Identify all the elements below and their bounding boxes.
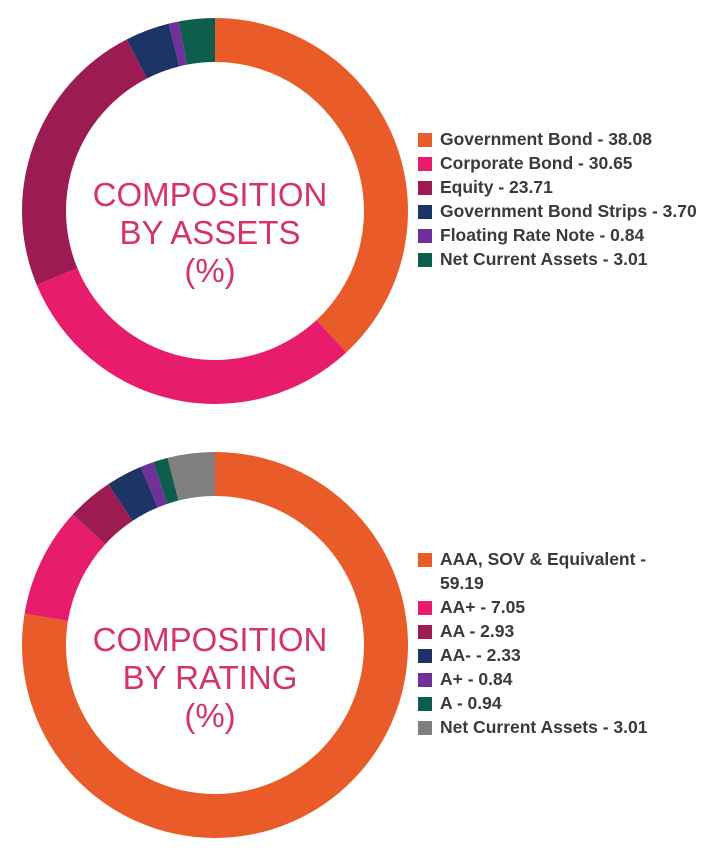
legend-item: A - 0.94: [418, 691, 647, 715]
title-line: BY ASSETS: [119, 214, 301, 251]
rating-chart-title: COMPOSITION BY RATING (%): [45, 621, 375, 735]
legend-label: Government Bond - 38.08: [440, 129, 652, 149]
donut-slice-aa-: [24, 514, 106, 621]
rating-donut-chart: [21, 452, 408, 838]
donut-slice-floating-rate-note: [168, 21, 187, 67]
legend-label: Government Bond Strips - 3.70: [440, 201, 697, 221]
donut-slice-net-current-assets: [178, 18, 215, 65]
title-line: COMPOSITION: [92, 621, 328, 658]
legend-item: Net Current Assets - 3.01: [418, 715, 647, 739]
legend-item: Corporate Bond - 30.65: [418, 151, 697, 175]
legend-swatch: [418, 649, 432, 663]
donut-slice-aa: [72, 484, 133, 545]
legend-label: AA+ - 7.05: [440, 597, 526, 617]
legend-swatch: [418, 721, 432, 735]
title-line: COMPOSITION: [92, 176, 328, 213]
assets-donut-chart: [22, 18, 408, 404]
legend-label: Corporate Bond - 30.65: [440, 153, 633, 173]
assets-legend: Government Bond - 38.08 Corporate Bond - …: [418, 127, 697, 271]
legend-swatch: [418, 157, 432, 171]
legend-swatch: [418, 205, 432, 219]
donut-slice-equity: [22, 39, 147, 285]
legend-label: A - 0.94: [440, 693, 502, 713]
legend-swatch: [418, 673, 432, 687]
donut-slice-net-current-assets: [167, 452, 215, 501]
legend-item: Government Bond Strips - 3.70: [418, 199, 697, 223]
donut-slice-government-bond: [215, 18, 408, 353]
title-line: (%): [184, 252, 236, 289]
legend-label: AA - 2.93: [440, 621, 515, 641]
rating-legend: AAA, SOV & Equivalent - 59.19 AA+ - 7.05 A…: [418, 547, 647, 739]
legend-label: AA- - 2.33: [440, 645, 521, 665]
legend-item: Equity - 23.71: [418, 175, 697, 199]
legend-item: Net Current Assets - 3.01: [418, 247, 697, 271]
title-line: BY RATING: [122, 659, 298, 696]
legend-swatch: [418, 697, 432, 711]
legend-label: Net Current Assets - 3.01: [440, 717, 648, 737]
legend-swatch: [418, 253, 432, 267]
legend-swatch: [418, 229, 432, 243]
legend-swatch: [418, 601, 432, 615]
legend-item: A+ - 0.84: [418, 667, 647, 691]
legend-item: Floating Rate Note - 0.84: [418, 223, 697, 247]
assets-chart-title: COMPOSITION BY ASSETS (%): [45, 176, 375, 290]
title-line: (%): [184, 697, 236, 734]
legend-item: AAA, SOV & Equivalent - 59.19: [418, 547, 647, 595]
donut-slice-a-: [140, 462, 168, 508]
donut-slice-aa-: [108, 466, 158, 521]
legend-label: Equity - 23.71: [440, 177, 553, 197]
legend-label: AAA, SOV & Equivalent - 59.19: [440, 549, 647, 593]
legend-swatch: [418, 625, 432, 639]
donut-slice-government-bond-strips: [126, 23, 180, 79]
legend-item: AA- - 2.33: [418, 643, 647, 667]
donut-slice-corporate-bond: [36, 268, 347, 404]
legend-swatch: [418, 133, 432, 147]
legend-item: AA - 2.93: [418, 619, 647, 643]
legend-item: AA+ - 7.05: [418, 595, 647, 619]
legend-item: Government Bond - 38.08: [418, 127, 697, 151]
legend-label: Floating Rate Note - 0.84: [440, 225, 645, 245]
legend-swatch: [418, 181, 432, 195]
legend-label: Net Current Assets - 3.01: [440, 249, 648, 269]
donut-slice-a: [153, 457, 179, 504]
legend-label: A+ - 0.84: [440, 669, 513, 689]
legend-swatch: [418, 553, 432, 567]
